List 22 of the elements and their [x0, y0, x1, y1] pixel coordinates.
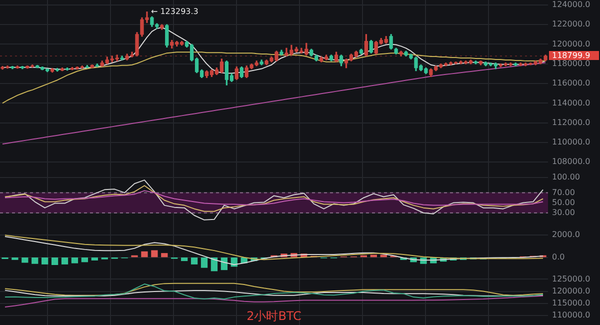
y-tick-label: 120000.0 — [552, 39, 590, 48]
y-tick-label: 110000.0 — [552, 310, 590, 320]
y-tick-label: 114000.0 — [552, 98, 590, 108]
y-tick-label: 110000.0 — [552, 138, 590, 147]
y-tick-label: 118000.0 — [552, 58, 590, 68]
y-tick-label: 50.00 — [552, 198, 575, 207]
y-tick-label: 115000.0 — [552, 298, 590, 308]
y-tick-label: 112000.0 — [552, 118, 590, 127]
ref-line-label: 118799.9 — [552, 51, 590, 60]
y-tick-label: 124000.0 — [552, 0, 590, 9]
y-tick-label: 0.0 — [552, 252, 565, 262]
y-tick-label: 120000.0 — [552, 286, 590, 296]
annotation: 2小时BTC — [246, 309, 302, 324]
y-tick-label: 70.00 — [552, 188, 575, 197]
y-tick-label: 116000.0 — [552, 78, 590, 88]
y-tick-label: 108000.0 — [552, 157, 590, 166]
y-tick-label: 122000.0 — [552, 20, 590, 29]
annotation: ← 123293.3 — [150, 6, 198, 16]
y-tick-label: 30.00 — [552, 208, 575, 217]
y-tick-label: 125000.0 — [552, 274, 590, 284]
y-tick-label: 100.00 — [552, 172, 580, 182]
y-tick-label: 2000.0 — [552, 230, 580, 239]
